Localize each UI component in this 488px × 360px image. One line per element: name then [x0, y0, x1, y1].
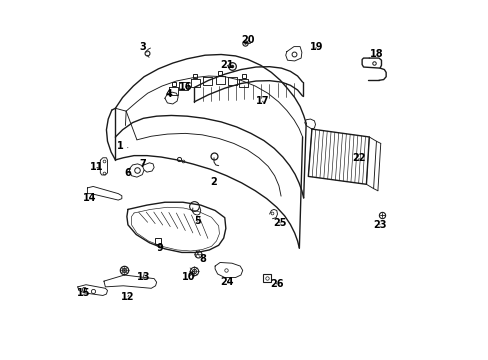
Text: 22: 22 — [352, 153, 365, 163]
Text: 24: 24 — [220, 277, 234, 287]
Text: 10: 10 — [182, 272, 195, 282]
Text: 20: 20 — [241, 35, 254, 45]
Text: 16: 16 — [178, 82, 192, 92]
Text: 14: 14 — [82, 193, 96, 203]
Text: 23: 23 — [372, 220, 386, 230]
Text: 6: 6 — [124, 168, 131, 178]
Text: 15: 15 — [77, 288, 90, 298]
Text: 9: 9 — [157, 243, 163, 253]
Text: 2: 2 — [210, 177, 217, 187]
Text: 5: 5 — [194, 216, 201, 226]
Text: 11: 11 — [90, 162, 103, 172]
Text: 7: 7 — [139, 159, 145, 169]
Text: 17: 17 — [255, 96, 268, 106]
Text: 21: 21 — [220, 60, 234, 70]
Text: 4: 4 — [165, 89, 172, 99]
Text: 18: 18 — [369, 49, 383, 59]
Text: 12: 12 — [121, 292, 134, 302]
Text: 19: 19 — [309, 42, 322, 52]
Text: 3: 3 — [139, 42, 145, 52]
Text: 1: 1 — [117, 141, 124, 151]
Text: 25: 25 — [273, 218, 286, 228]
Text: 13: 13 — [136, 272, 150, 282]
Text: 26: 26 — [269, 279, 283, 289]
Text: 8: 8 — [200, 254, 206, 264]
